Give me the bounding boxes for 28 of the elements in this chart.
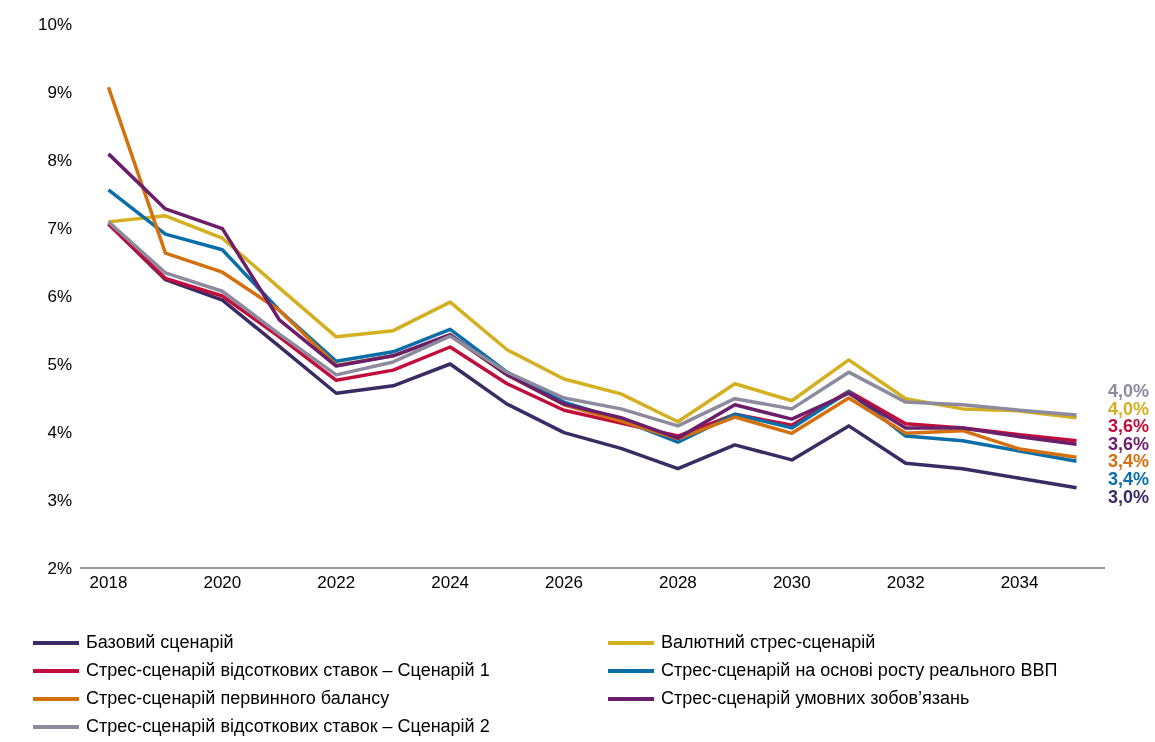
- y-tick-label: 4%: [47, 423, 72, 443]
- legend-label: Стрес-сценарій відсоткових ставок – Сценарій 2: [86, 716, 490, 737]
- x-tick-label: 2030: [772, 573, 811, 593]
- x-tick-label: 2022: [317, 573, 356, 593]
- line-series: [106, 152, 1079, 446]
- x-tick-label: 2024: [431, 573, 470, 593]
- x-tick-label: 2018: [89, 573, 128, 593]
- legend-label: Стрес-сценарій на основі росту реального ВВП: [661, 660, 1058, 681]
- legend-label: Стрес-сценарій відсоткових ставок – Сценарій 1: [86, 660, 490, 681]
- text: 3,4%: [1107, 469, 1149, 489]
- y-tick-label: 2%: [47, 559, 72, 579]
- y-tick-label: 7%: [47, 219, 72, 239]
- x-tick-label: 2026: [545, 573, 583, 593]
- x-tick-label: 2020: [203, 573, 242, 593]
- y-tick-label: 5%: [47, 355, 72, 375]
- y-tick-label: 3%: [47, 491, 72, 511]
- x-tick-label: 2028: [659, 573, 697, 593]
- x-tick-label: 2032: [886, 573, 925, 593]
- y-tick-label: 10%: [37, 15, 72, 35]
- y-tick-label: 6%: [47, 287, 72, 307]
- legend-label: Стрес-сценарій умовних зобов’язань: [661, 688, 970, 709]
- y-tick-label: 8%: [47, 151, 72, 171]
- legend-label: Стрес-сценарій первинного балансу: [86, 688, 390, 709]
- y-tick-label: 9%: [47, 83, 72, 103]
- legend-label: Базовий сценарій: [86, 632, 234, 653]
- legend-label: Валютний стрес-сценарій: [661, 632, 876, 653]
- x-tick-label: 2034: [1000, 573, 1039, 593]
- text: 4,0%: [1107, 381, 1149, 401]
